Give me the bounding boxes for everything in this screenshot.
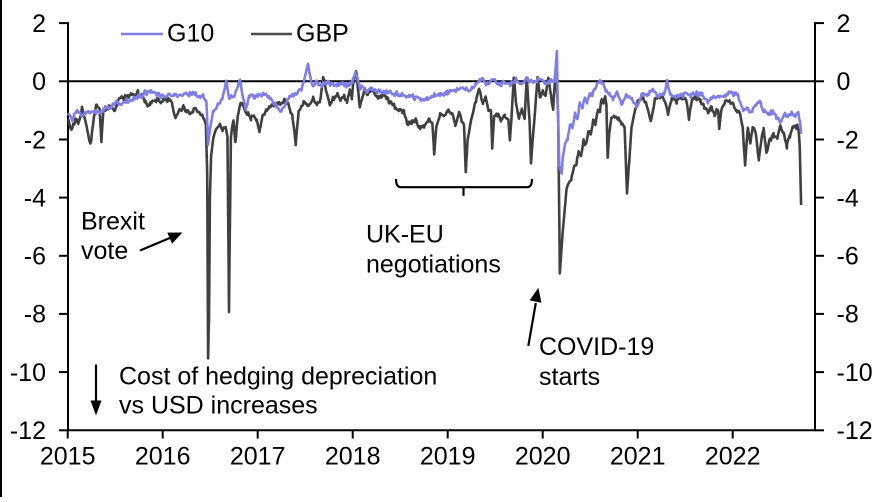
svg-text:2: 2 <box>32 10 46 38</box>
svg-text:2021: 2021 <box>610 443 666 471</box>
svg-text:-6: -6 <box>837 243 859 271</box>
svg-text:0: 0 <box>837 68 851 96</box>
svg-text:-2: -2 <box>837 126 859 154</box>
svg-text:vs USD increases: vs USD increases <box>119 392 318 420</box>
svg-text:-10: -10 <box>10 359 46 387</box>
svg-text:GBP: GBP <box>296 20 349 48</box>
svg-text:2020: 2020 <box>515 443 571 471</box>
svg-text:COVID-19: COVID-19 <box>539 333 654 361</box>
svg-text:-4: -4 <box>837 184 859 212</box>
svg-text:2: 2 <box>837 10 851 38</box>
svg-text:2022: 2022 <box>705 443 761 471</box>
svg-text:vote: vote <box>81 237 128 265</box>
svg-text:2015: 2015 <box>40 443 96 471</box>
svg-text:G10: G10 <box>167 20 214 48</box>
svg-text:UK-EU: UK-EU <box>366 221 444 249</box>
svg-text:Brexit: Brexit <box>81 207 145 235</box>
svg-text:2017: 2017 <box>230 443 286 471</box>
svg-text:-6: -6 <box>24 243 46 271</box>
svg-text:2019: 2019 <box>420 443 476 471</box>
svg-text:2016: 2016 <box>135 443 191 471</box>
svg-text:-2: -2 <box>24 126 46 154</box>
svg-text:2018: 2018 <box>325 443 381 471</box>
svg-text:-12: -12 <box>10 417 46 445</box>
svg-text:-8: -8 <box>24 301 46 329</box>
svg-text:starts: starts <box>539 363 600 391</box>
svg-text:Cost of hedging depreciation: Cost of hedging depreciation <box>119 363 437 391</box>
svg-text:negotiations: negotiations <box>366 251 501 279</box>
svg-text:0: 0 <box>32 68 46 96</box>
svg-text:-4: -4 <box>24 184 46 212</box>
svg-text:-8: -8 <box>837 301 859 329</box>
svg-text:-12: -12 <box>837 417 873 445</box>
svg-text:-10: -10 <box>837 359 873 387</box>
